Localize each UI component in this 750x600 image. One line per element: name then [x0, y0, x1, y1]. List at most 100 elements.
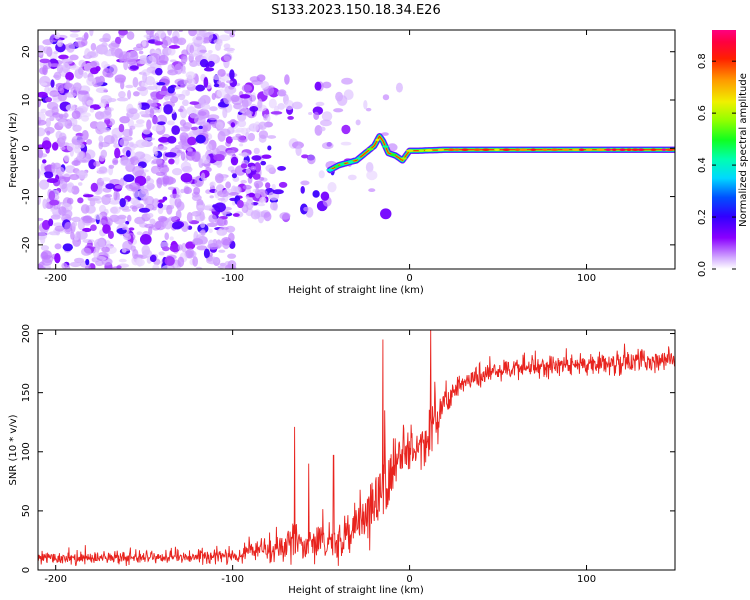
heatmap-cell [327, 181, 337, 193]
heatmap-cell [188, 30, 197, 37]
heatmap-cell [58, 114, 64, 119]
heatmap-cell [80, 115, 90, 122]
heatmap-ridge-cell [390, 153, 397, 157]
heatmap-cell [129, 65, 139, 70]
heatmap-cell [110, 206, 118, 214]
heatmap-cell [178, 108, 184, 113]
heatmap-cell [108, 42, 120, 49]
heatmap-cell [261, 154, 272, 159]
heatmap-cell [232, 213, 240, 217]
heatmap-cell [284, 74, 290, 85]
heatmap-cell [144, 223, 155, 229]
y-tick-label: 10 [21, 94, 32, 107]
heatmap-cell [116, 265, 122, 269]
heatmap-cell [167, 85, 175, 94]
heatmap-cell [72, 124, 82, 132]
heatmap-ridge-cell [482, 148, 490, 151]
heatmap-cell [222, 107, 228, 119]
heatmap-cell [74, 146, 81, 154]
heatmap-cell [230, 122, 236, 128]
heatmap-cell [88, 159, 97, 170]
heatmap-cell [158, 199, 165, 203]
heatmap-cell [203, 67, 215, 72]
heatmap-cell [77, 90, 89, 95]
heatmap-ridge-cell [447, 148, 455, 151]
heatmap-cell [207, 60, 215, 68]
heatmap-cell [125, 150, 131, 158]
heatmap-cell [78, 182, 83, 186]
heatmap-cell [50, 79, 55, 88]
heatmap-cell [200, 229, 206, 237]
heatmap-ridge-cell [572, 148, 580, 151]
heatmap-ridge-cell [665, 148, 674, 151]
heatmap-cell [218, 228, 223, 236]
heatmap-cell [320, 119, 332, 127]
heatmap-cell [106, 72, 114, 78]
x-tick-label: 100 [577, 273, 596, 284]
heatmap-cell [161, 265, 174, 269]
heatmap-cell [93, 238, 106, 250]
heatmap-cell [241, 84, 253, 93]
heatmap-cell [38, 263, 44, 269]
heatmap-cell [144, 137, 156, 141]
heatmap-cell [127, 89, 132, 100]
heatmap-cell [180, 172, 193, 183]
y-tick-label: -10 [21, 188, 32, 204]
heatmap-cell [132, 77, 139, 88]
heatmap-cell [217, 197, 226, 201]
heatmap-cell [128, 50, 139, 60]
heatmap-cell [123, 233, 132, 241]
heatmap-cell [177, 244, 183, 251]
heatmap-cell [141, 40, 147, 47]
heatmap-cell [88, 197, 99, 202]
heatmap-cell [89, 30, 94, 37]
heatmap-cell [163, 219, 173, 230]
heatmap-cell [258, 121, 267, 131]
heatmap-cell [267, 145, 272, 151]
heatmap-cell [178, 30, 183, 33]
y-tick-label: 0 [21, 145, 32, 151]
heatmap-cell [249, 105, 259, 112]
heatmap-cell [65, 104, 76, 112]
heatmap-ridge-cell [631, 148, 639, 151]
heatmap-cell [229, 69, 235, 81]
heatmap-cell [128, 227, 135, 231]
heatmap-cell [118, 123, 125, 133]
heatmap-cell [114, 185, 124, 189]
heatmap-cell [82, 194, 94, 198]
heatmap-cell [170, 36, 179, 44]
heatmap-cell [56, 39, 64, 48]
heatmap-ridge-cell [494, 148, 500, 151]
heatmap-cell [54, 32, 61, 40]
heatmap-cell [72, 139, 81, 146]
heatmap-cell [207, 243, 219, 250]
heatmap-cell [77, 197, 84, 204]
heatmap-cell [101, 246, 110, 253]
heatmap-cell [90, 224, 97, 231]
heatmap-cell [82, 227, 92, 233]
heatmap-cell [136, 119, 145, 125]
heatmap-cell [40, 108, 47, 114]
heatmap-cell [145, 108, 150, 115]
heatmap-cell [167, 47, 176, 56]
heatmap-cell [151, 124, 164, 132]
heatmap-cell [120, 160, 132, 167]
heatmap-cell [71, 110, 81, 120]
heatmap-cell [161, 39, 168, 49]
heatmap-x-label: Height of straight line (km) [288, 285, 424, 296]
heatmap-cell [225, 181, 231, 189]
heatmap-cell [260, 160, 267, 166]
colorbar-ticks: 0.0 0.2 0.4 0.6 0.8 [697, 53, 736, 277]
heatmap-cell [45, 117, 51, 128]
heatmap-ridge-cell [626, 148, 632, 151]
heatmap-cell [146, 175, 151, 181]
heatmap-cell [237, 119, 247, 128]
heatmap-cell [151, 207, 157, 211]
heatmap-cell [321, 142, 334, 150]
heatmap-cell [108, 200, 121, 205]
x-tick-label: 100 [577, 574, 596, 585]
heatmap-cell [368, 188, 376, 193]
heatmap-cell [395, 82, 403, 93]
heatmap-cell [174, 144, 185, 150]
heatmap-ridge-cell [454, 148, 460, 151]
